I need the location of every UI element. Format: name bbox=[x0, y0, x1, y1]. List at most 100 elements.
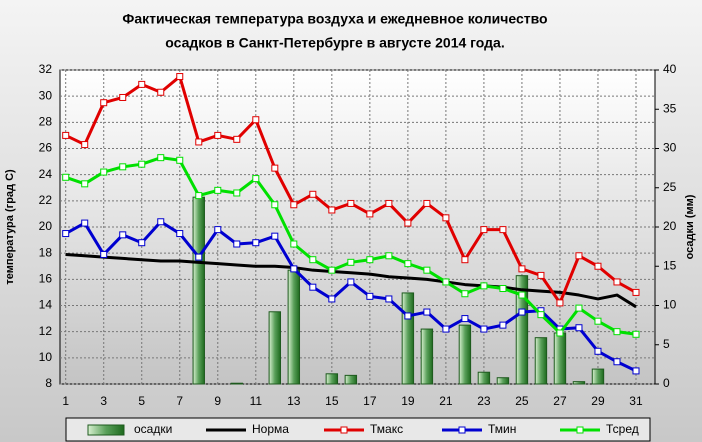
x-tick-label: 7 bbox=[176, 394, 183, 408]
marker bbox=[328, 266, 336, 274]
marker bbox=[138, 80, 146, 88]
x-tick-label: 15 bbox=[325, 394, 339, 408]
marker bbox=[499, 226, 507, 234]
legend-marker bbox=[576, 426, 584, 434]
y2-axis-label: осадки (мм) bbox=[684, 194, 696, 259]
marker bbox=[499, 321, 507, 329]
marker bbox=[195, 192, 203, 200]
bar bbox=[401, 292, 415, 385]
x-tick-label: 17 bbox=[363, 394, 377, 408]
bar bbox=[268, 311, 282, 385]
bar bbox=[344, 374, 358, 385]
x-tick-label: 9 bbox=[214, 394, 221, 408]
marker bbox=[480, 325, 488, 333]
y-tick-label: 32 bbox=[39, 62, 53, 76]
y2-tick-label: 15 bbox=[663, 258, 677, 272]
marker bbox=[195, 253, 203, 261]
bar bbox=[515, 275, 529, 385]
marker bbox=[442, 278, 450, 286]
y-axis-label: температура (град С) bbox=[4, 169, 16, 285]
marker bbox=[233, 189, 241, 197]
marker bbox=[385, 252, 393, 260]
chart-title: Фактическая температура воздуха и ежедне… bbox=[122, 11, 547, 27]
y-tick-label: 28 bbox=[39, 115, 53, 129]
y-tick-label: 30 bbox=[39, 88, 53, 102]
y2-tick-label: 0 bbox=[663, 376, 670, 390]
marker bbox=[423, 308, 431, 316]
marker bbox=[233, 135, 241, 143]
bar bbox=[591, 368, 605, 385]
marker bbox=[138, 160, 146, 168]
bar bbox=[458, 324, 472, 385]
y-tick-label: 10 bbox=[39, 350, 53, 364]
bar bbox=[230, 382, 243, 385]
marker bbox=[404, 219, 412, 227]
marker bbox=[214, 186, 222, 194]
bar bbox=[287, 269, 301, 385]
marker bbox=[100, 168, 108, 176]
legend-swatch bbox=[87, 424, 125, 436]
y2-tick-label: 25 bbox=[663, 180, 677, 194]
bar bbox=[325, 373, 339, 385]
y2-tick-label: 35 bbox=[663, 101, 677, 115]
y-tick-label: 26 bbox=[39, 141, 53, 155]
y2-tick-label: 5 bbox=[663, 337, 670, 351]
marker bbox=[556, 329, 564, 337]
x-tick-label: 27 bbox=[553, 394, 567, 408]
y-tick-label: 20 bbox=[39, 219, 53, 233]
marker bbox=[119, 93, 127, 101]
marker bbox=[119, 163, 127, 171]
y2-tick-label: 20 bbox=[663, 219, 677, 233]
marker bbox=[119, 231, 127, 239]
marker bbox=[328, 295, 336, 303]
marker bbox=[461, 256, 469, 264]
x-tick-label: 19 bbox=[401, 394, 415, 408]
marker bbox=[594, 262, 602, 270]
marker bbox=[81, 219, 89, 227]
marker bbox=[62, 131, 70, 139]
y-tick-label: 12 bbox=[39, 324, 53, 338]
chart-title: осадков в Санкт-Петербурге в августе 201… bbox=[165, 35, 504, 51]
legend-marker bbox=[340, 426, 348, 434]
marker bbox=[423, 266, 431, 274]
x-tick-label: 5 bbox=[138, 394, 145, 408]
line bbox=[65, 252, 637, 309]
bar bbox=[192, 196, 205, 385]
marker bbox=[100, 250, 108, 258]
marker bbox=[62, 230, 70, 238]
marker bbox=[214, 131, 222, 139]
marker bbox=[233, 240, 241, 248]
y-tick-label: 8 bbox=[45, 376, 52, 390]
marker bbox=[347, 278, 355, 286]
marker bbox=[423, 199, 431, 207]
marker bbox=[157, 154, 165, 162]
legend-marker bbox=[458, 426, 466, 434]
legend-label: Тмин bbox=[488, 422, 516, 436]
marker bbox=[594, 317, 602, 325]
bar bbox=[553, 332, 567, 385]
marker bbox=[252, 116, 260, 124]
marker bbox=[347, 258, 355, 266]
marker bbox=[100, 99, 108, 107]
marker bbox=[366, 292, 374, 300]
x-tick-label: 13 bbox=[287, 394, 301, 408]
marker bbox=[290, 240, 298, 248]
marker bbox=[309, 256, 317, 264]
marker bbox=[575, 252, 583, 260]
x-tick-label: 31 bbox=[629, 394, 643, 408]
marker bbox=[271, 201, 279, 209]
marker bbox=[214, 226, 222, 234]
marker bbox=[347, 199, 355, 207]
marker bbox=[176, 73, 184, 81]
x-tick-label: 1 bbox=[62, 394, 69, 408]
marker bbox=[461, 315, 469, 323]
marker bbox=[480, 226, 488, 234]
marker bbox=[632, 330, 640, 338]
marker bbox=[613, 278, 621, 286]
marker bbox=[537, 271, 545, 279]
marker bbox=[518, 265, 526, 273]
marker bbox=[157, 218, 165, 226]
marker bbox=[328, 206, 336, 214]
marker bbox=[613, 328, 621, 336]
